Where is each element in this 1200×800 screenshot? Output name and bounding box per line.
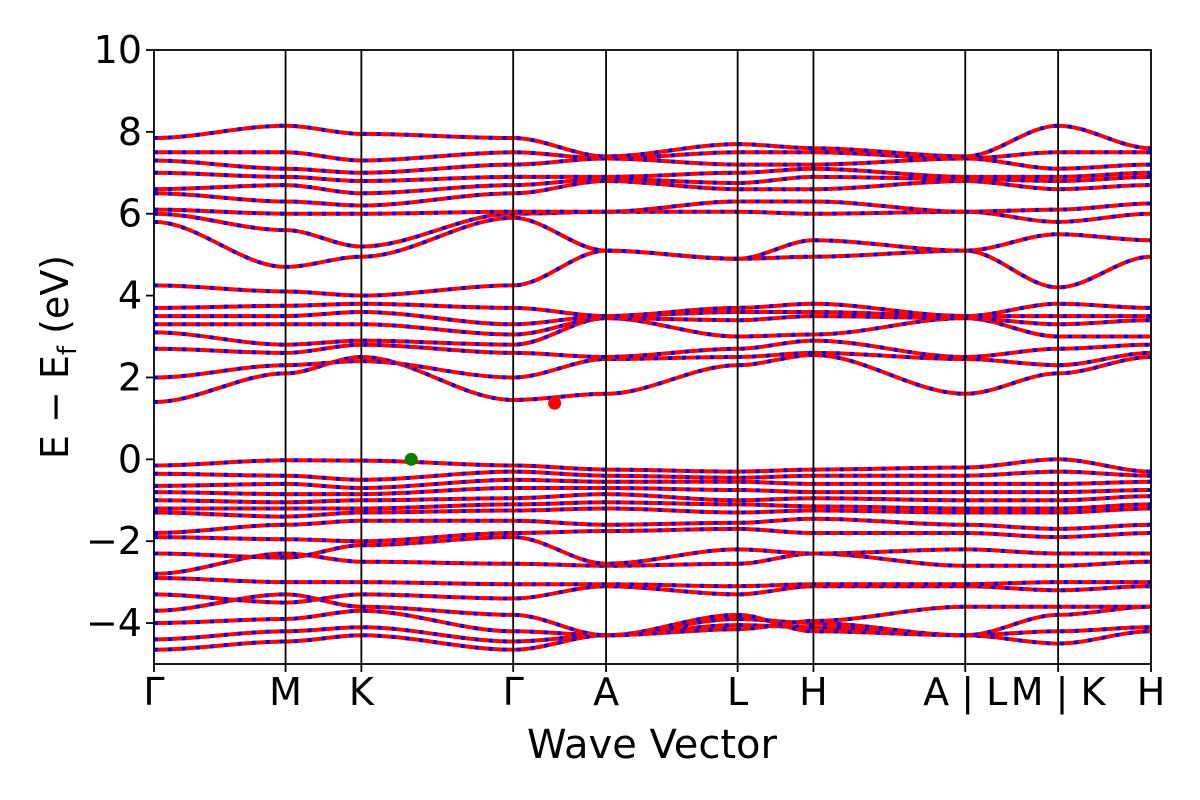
band-line-dashed-33 xyxy=(154,150,1151,163)
x-tick-label: Γ xyxy=(503,670,524,714)
band-line-dashed-12 xyxy=(154,500,1151,511)
band-line-17 xyxy=(154,457,1151,474)
y-axis-label-sub: f xyxy=(53,345,83,355)
y-tick-label: 10 xyxy=(94,28,142,72)
band-line-dashed-15 xyxy=(154,477,1151,491)
y-axis-label-main: E − E xyxy=(33,355,77,459)
x-tick-label: M | K xyxy=(1011,670,1107,715)
band-line-dashed-18 xyxy=(154,352,1151,404)
y-ticks: −4 −2 0 2 4 6 8 10 xyxy=(86,28,154,645)
band-line-dashed-21 xyxy=(154,316,1151,347)
plot-frame xyxy=(153,49,1152,665)
band-line-dashed-11 xyxy=(154,506,1151,519)
markers-layer xyxy=(404,396,562,466)
band-line-32 xyxy=(154,156,1151,175)
band-line-dashed-22 xyxy=(154,314,1151,337)
band-line-dashed-2 xyxy=(154,616,1151,644)
band-line-dashed-26 xyxy=(154,215,1151,269)
x-tick-label: K xyxy=(349,670,375,714)
y-tick-label: −2 xyxy=(86,519,142,563)
band-line-dashed-19 xyxy=(154,350,1151,380)
band-line-dashed-32 xyxy=(154,156,1151,175)
band-line-dashed-28 xyxy=(154,199,1151,216)
band-line-dashed-9 xyxy=(154,526,1151,544)
band-line-dashed-16 xyxy=(154,469,1151,482)
band-line-dashed-6 xyxy=(154,576,1151,589)
y-tick-label: −4 xyxy=(86,601,142,645)
band-line-dashed-30 xyxy=(154,174,1151,196)
y-tick-label: 2 xyxy=(118,355,142,399)
y-tick-label: 6 xyxy=(118,192,142,236)
vbm-marker xyxy=(404,452,418,466)
band-line-dashed-13 xyxy=(154,492,1151,505)
band-line-dashed-17 xyxy=(154,457,1151,474)
band-line-dashed-8 xyxy=(154,535,1151,566)
x-tick-label: L xyxy=(727,670,748,714)
band-line-dashed-29 xyxy=(154,178,1151,208)
band-line-dashed-10 xyxy=(154,516,1151,535)
band-line-26 xyxy=(154,215,1151,269)
band-line-dashed-14 xyxy=(154,485,1151,497)
y-tick-label: 0 xyxy=(118,437,142,481)
y-axis-label-unit: (eV) xyxy=(33,255,77,346)
bands-layer xyxy=(154,123,1151,652)
band-line-14 xyxy=(154,485,1151,497)
band-line-dashed-5 xyxy=(154,584,1151,605)
band-line-dashed-3 xyxy=(154,604,1151,638)
band-line-25 xyxy=(154,248,1151,298)
y-tick-label: 8 xyxy=(118,110,142,154)
y-axis-label: E − Ef (eV) xyxy=(33,255,83,459)
band-line-16 xyxy=(154,469,1151,482)
band-line-dashed-24 xyxy=(154,301,1151,319)
band-line-dashed-25 xyxy=(154,248,1151,298)
band-line-dashed-23 xyxy=(154,309,1151,327)
band-line-dashed-31 xyxy=(154,166,1151,184)
band-line-6 xyxy=(154,576,1151,589)
kpoint-lines xyxy=(284,50,1060,664)
cbm-marker xyxy=(548,396,562,410)
x-tick-label: A | L xyxy=(923,670,1007,715)
x-axis-label: Wave Vector xyxy=(527,722,778,768)
x-tick-label: M xyxy=(269,670,302,714)
band-line-dashed-1 xyxy=(154,623,1151,652)
x-tick-label: Γ xyxy=(143,670,164,714)
band-line-dashed-27 xyxy=(154,209,1151,249)
band-line-dashed-7 xyxy=(154,551,1151,576)
x-tick-label: H xyxy=(799,670,828,714)
band-line-dashed-20 xyxy=(154,338,1151,360)
band-line-9 xyxy=(154,526,1151,544)
x-tick-label: H xyxy=(1137,670,1166,714)
band-line-dashed-34 xyxy=(154,123,1151,159)
x-tick-label: A xyxy=(593,670,619,714)
y-tick-label: 4 xyxy=(118,274,142,318)
